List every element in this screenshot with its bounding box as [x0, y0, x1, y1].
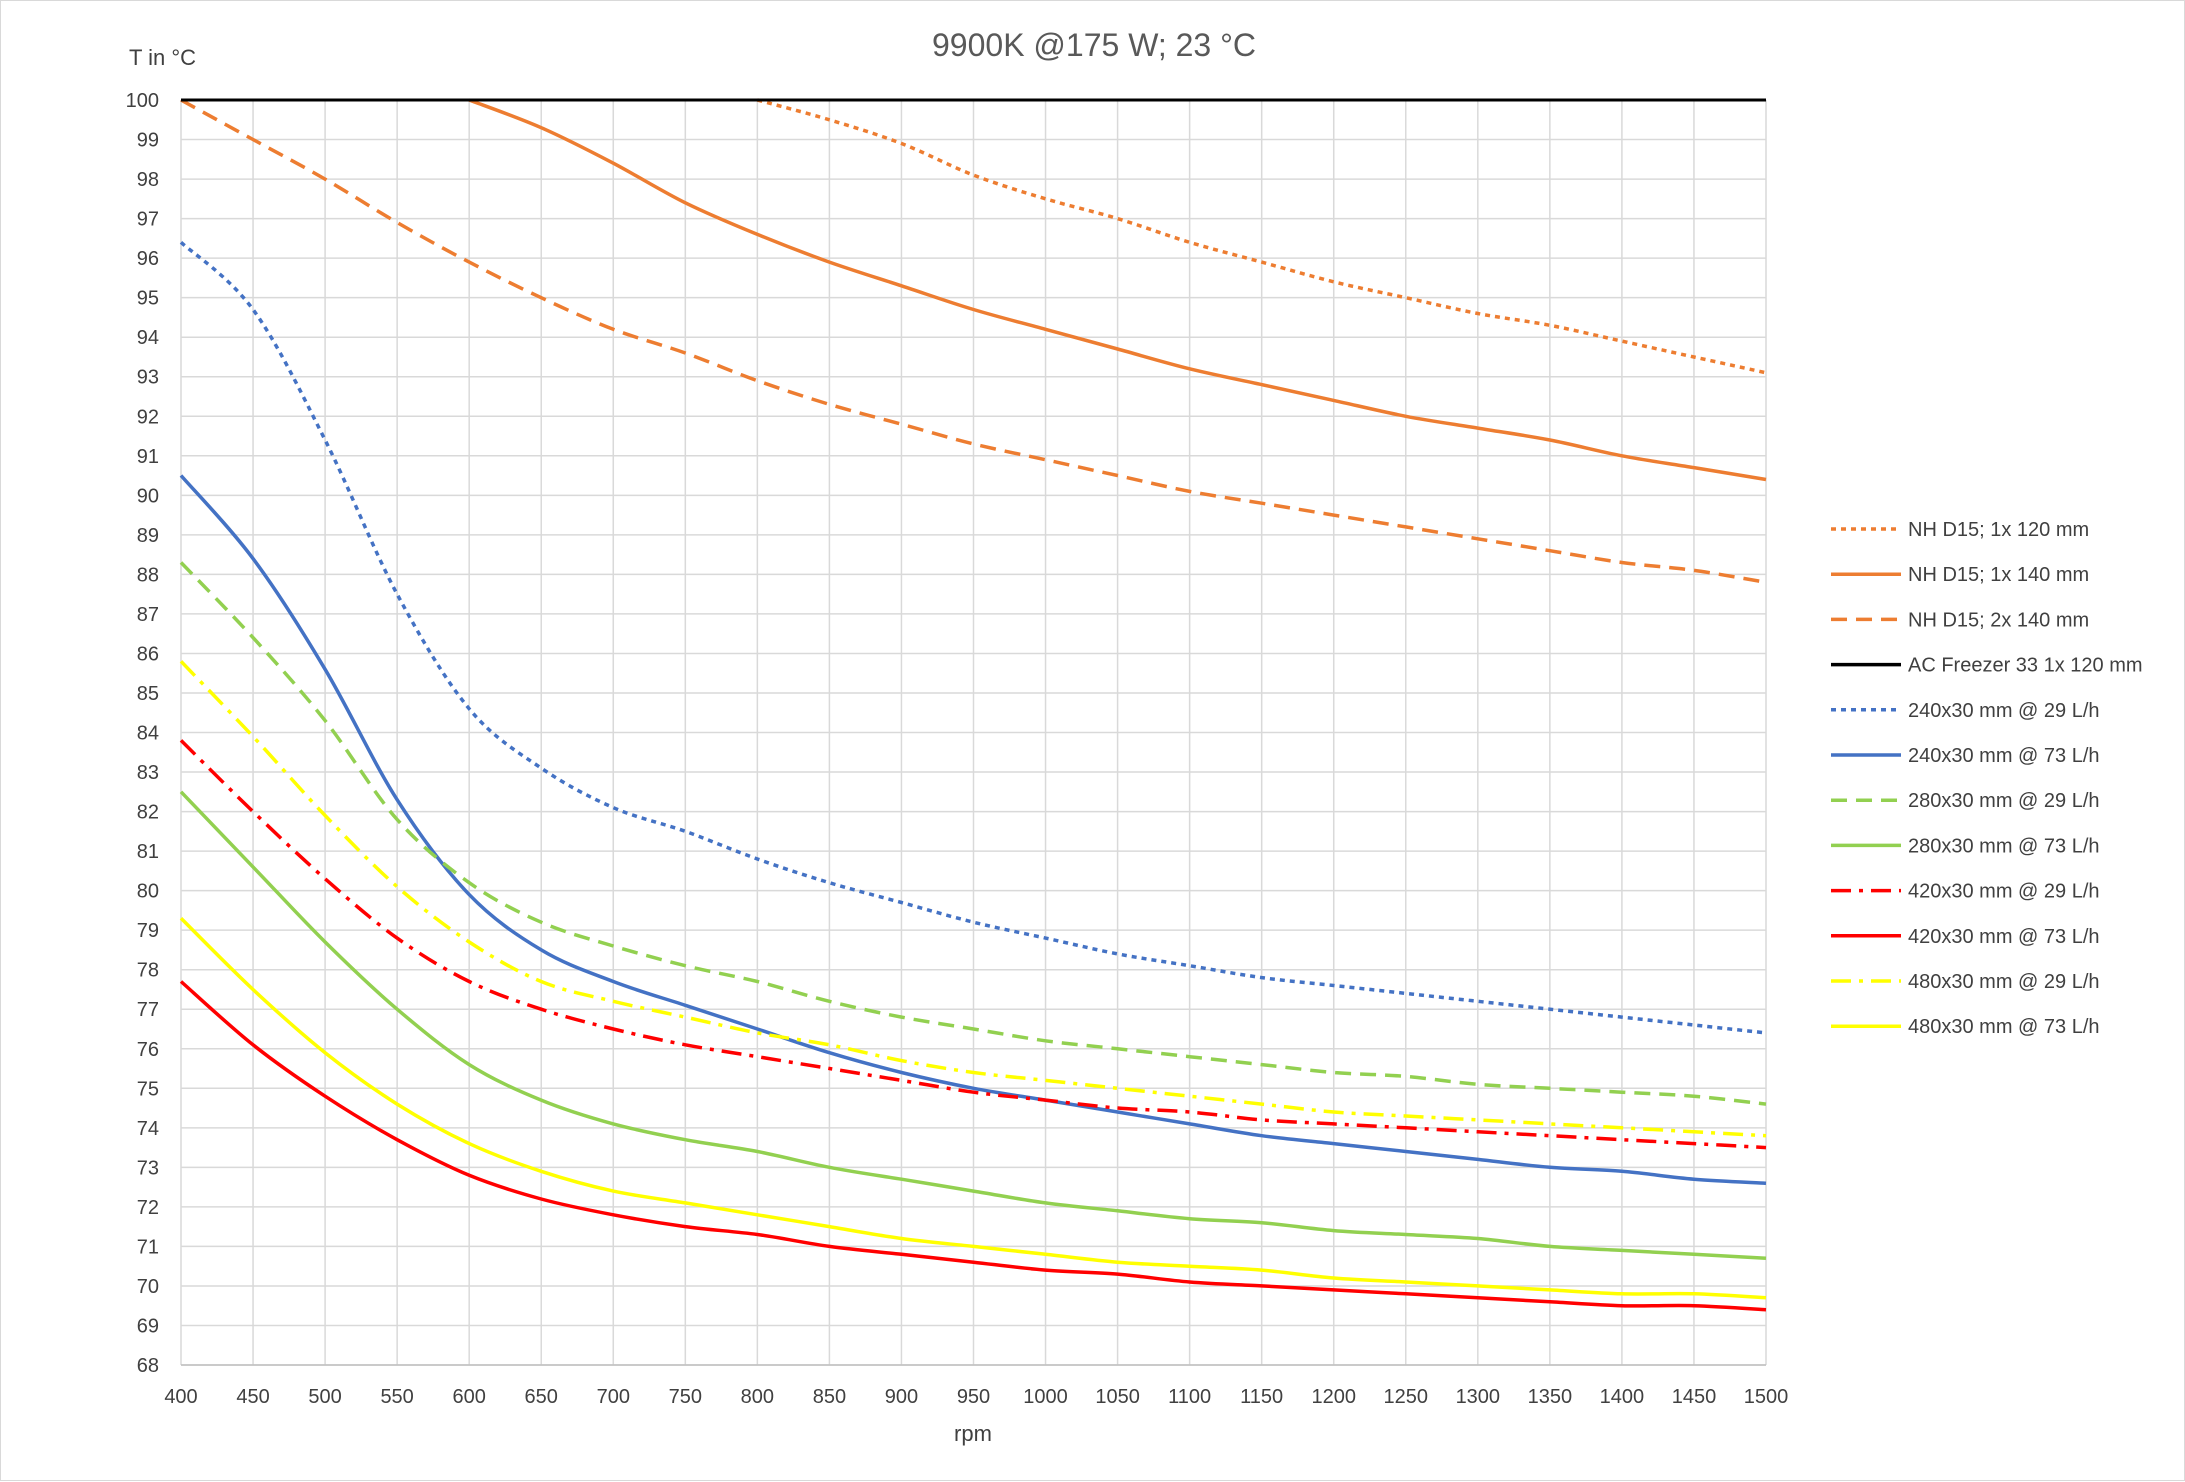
y-tick-labels: 68 69 70 71 72 73 74 75 76 77 78 79 80 81 82 83 84 85 86 87…: [126, 90, 159, 1377]
series-line-nh-d15-1x-140-mm: [468, 98, 1767, 482]
legend-label: NH D15; 1x 120 mm: [1908, 519, 2089, 541]
x-tick-label: 1100: [1168, 1386, 1211, 1408]
series-line-420x30-mm-73-l-h: [179, 980, 1767, 1312]
y-axis-title: T in °C: [129, 45, 196, 70]
y-tick-label: 75: [137, 1078, 159, 1100]
y-tick-label: 90: [137, 485, 159, 507]
y-tick-label: 76: [137, 1039, 159, 1061]
x-tick-label: 1300: [1456, 1386, 1501, 1408]
x-tick-label: 800: [741, 1386, 774, 1408]
series-line-480x30-mm-73-l-h: [179, 917, 1767, 1300]
x-tick-label: 450: [236, 1386, 269, 1408]
legend-label: 280x30 mm @ 29 L/h: [1908, 790, 2100, 812]
x-tick-label: 1450: [1672, 1386, 1717, 1408]
x-tick-label: 1000: [1023, 1386, 1068, 1408]
y-tick-label: 93: [137, 367, 159, 389]
x-tick-label: 900: [885, 1386, 918, 1408]
series-line-420x30-mm-29-l-h: [179, 739, 1767, 1150]
series-line-280x30-mm-29-l-h: [179, 561, 1767, 1106]
series-line-nh-d15-1x-120-mm: [756, 98, 1767, 375]
y-tick-label: 82: [137, 802, 159, 824]
x-tick-label: 750: [669, 1386, 702, 1408]
y-tick-label: 97: [137, 209, 159, 231]
y-tick-label: 71: [137, 1236, 159, 1258]
x-tick-label: 850: [813, 1386, 846, 1408]
x-tick-labels: 400 450 500 550 600 650 700 750 800 850 900 950 1000…: [164, 1386, 1788, 1408]
legend-label: 240x30 mm @ 29 L/h: [1908, 700, 2100, 722]
legend-label: 240x30 mm @ 73 L/h: [1908, 745, 2100, 767]
series-line-280x30-mm-73-l-h: [179, 790, 1767, 1261]
grid-lines: [180, 99, 1767, 1366]
y-tick-label: 94: [137, 327, 159, 349]
x-axis-title: rpm: [954, 1421, 992, 1446]
chart-title: 9900K @175 W; 23 °C: [932, 27, 1256, 63]
x-tick-label: 700: [597, 1386, 630, 1408]
series-line-480x30-mm-29-l-h: [179, 660, 1767, 1138]
x-tick-label: 1500: [1744, 1386, 1789, 1408]
y-tick-label: 98: [137, 169, 159, 191]
y-tick-label: 70: [137, 1276, 159, 1298]
x-tick-label: 650: [525, 1386, 558, 1408]
y-tick-label: 80: [137, 881, 159, 903]
y-tick-label: 86: [137, 643, 159, 665]
y-tick-label: 74: [137, 1118, 159, 1140]
legend-label: NH D15; 1x 140 mm: [1908, 564, 2089, 586]
x-tick-label: 600: [452, 1386, 485, 1408]
x-tick-label: 1400: [1600, 1386, 1645, 1408]
series-lines: [179, 98, 1767, 1312]
series-line-240x30-mm-29-l-h: [179, 241, 1767, 1035]
y-tick-label: 84: [137, 723, 159, 745]
y-tick-label: 96: [137, 248, 159, 270]
legend-label: 280x30 mm @ 73 L/h: [1908, 835, 2100, 857]
x-tick-label: 400: [164, 1386, 197, 1408]
y-tick-label: 73: [137, 1157, 159, 1179]
legend-label: NH D15; 2x 140 mm: [1908, 609, 2089, 631]
series-line-240x30-mm-73-l-h: [179, 474, 1767, 1185]
y-tick-label: 79: [137, 920, 159, 942]
x-tick-label: 950: [957, 1386, 990, 1408]
y-tick-label: 81: [137, 841, 159, 863]
y-tick-label: 85: [137, 683, 159, 705]
y-tick-label: 83: [137, 762, 159, 784]
y-tick-label: 77: [137, 999, 159, 1021]
legend-label: 420x30 mm @ 73 L/h: [1908, 926, 2100, 948]
x-tick-label: 1150: [1240, 1386, 1283, 1408]
y-tick-label: 100: [126, 90, 159, 112]
y-tick-label: 92: [137, 406, 159, 428]
x-tick-label: 1350: [1528, 1386, 1573, 1408]
y-tick-label: 78: [137, 960, 159, 982]
legend-label: 480x30 mm @ 29 L/h: [1908, 971, 2100, 993]
y-tick-label: 95: [137, 288, 159, 310]
legend: NH D15; 1x 120 mm NH D15; 1x 140 mm NH D15…: [1831, 519, 2143, 1038]
y-tick-label: 99: [137, 130, 159, 152]
y-tick-label: 69: [137, 1315, 159, 1337]
y-tick-label: 68: [137, 1355, 159, 1377]
legend-label: 480x30 mm @ 73 L/h: [1908, 1016, 2100, 1038]
x-tick-label: 1250: [1384, 1386, 1429, 1408]
y-tick-label: 87: [137, 604, 159, 626]
x-tick-label: 1200: [1311, 1386, 1356, 1408]
x-tick-label: 1050: [1095, 1386, 1140, 1408]
legend-label: AC Freezer 33 1x 120 mm: [1908, 655, 2143, 677]
y-tick-label: 89: [137, 525, 159, 547]
y-tick-label: 88: [137, 564, 159, 586]
series-line-nh-d15-2x-140-mm: [180, 98, 1767, 585]
x-tick-label: 500: [308, 1386, 341, 1408]
legend-label: 420x30 mm @ 29 L/h: [1908, 881, 2100, 903]
y-tick-label: 72: [137, 1197, 159, 1219]
x-tick-label: 550: [380, 1386, 413, 1408]
y-tick-label: 91: [137, 446, 159, 468]
